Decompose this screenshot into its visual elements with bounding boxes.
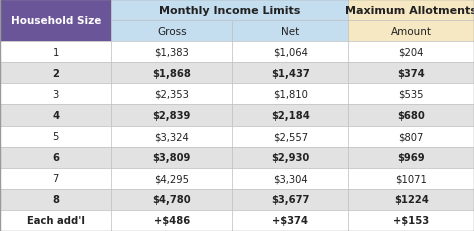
Bar: [111, 105, 232, 126]
Bar: [232, 105, 348, 126]
Text: 5: 5: [53, 131, 59, 141]
Text: $3,677: $3,677: [271, 195, 310, 204]
Text: $2,930: $2,930: [271, 152, 310, 162]
Text: $374: $374: [397, 69, 425, 79]
Text: $1,868: $1,868: [152, 69, 191, 79]
Bar: [348, 63, 474, 84]
Text: $4,780: $4,780: [153, 195, 191, 204]
Bar: [111, 21, 232, 42]
Bar: [232, 189, 348, 210]
Text: Household Size: Household Size: [10, 16, 101, 26]
Bar: [348, 84, 474, 105]
Text: $535: $535: [399, 90, 424, 100]
Bar: [232, 84, 348, 105]
Text: $969: $969: [397, 152, 425, 162]
Bar: [0, 168, 111, 189]
Text: $1,383: $1,383: [155, 48, 189, 58]
Bar: [111, 63, 232, 84]
Bar: [0, 189, 111, 210]
Text: Gross: Gross: [157, 27, 187, 36]
Text: $3,324: $3,324: [155, 131, 189, 141]
Text: 8: 8: [52, 195, 59, 204]
Text: $204: $204: [399, 48, 424, 58]
Text: $2,557: $2,557: [273, 131, 308, 141]
Text: $1,810: $1,810: [273, 90, 308, 100]
Text: $3,304: $3,304: [273, 173, 308, 183]
Text: 2: 2: [52, 69, 59, 79]
Text: 1: 1: [53, 48, 59, 58]
Bar: [348, 147, 474, 168]
Bar: [111, 84, 232, 105]
Bar: [0, 42, 111, 63]
Text: Maximum Allotments: Maximum Allotments: [345, 6, 474, 15]
Bar: [348, 210, 474, 231]
Text: Net: Net: [281, 27, 300, 36]
Text: Monthly Income Limits: Monthly Income Limits: [159, 6, 301, 15]
Bar: [348, 168, 474, 189]
Text: $2,353: $2,353: [155, 90, 189, 100]
Bar: [111, 42, 232, 63]
Bar: [348, 0, 474, 21]
Text: 7: 7: [53, 173, 59, 183]
Text: $1,437: $1,437: [271, 69, 310, 79]
Bar: [0, 84, 111, 105]
Text: $680: $680: [397, 110, 425, 121]
Bar: [111, 0, 348, 21]
Text: $4,295: $4,295: [155, 173, 189, 183]
Bar: [0, 126, 111, 147]
Bar: [232, 42, 348, 63]
Bar: [111, 147, 232, 168]
Bar: [348, 126, 474, 147]
Bar: [111, 168, 232, 189]
Bar: [111, 210, 232, 231]
Text: $1071: $1071: [395, 173, 427, 183]
Bar: [232, 21, 348, 42]
Text: +$374: +$374: [273, 216, 308, 225]
Text: Each add'l: Each add'l: [27, 216, 85, 225]
Bar: [0, 105, 111, 126]
Bar: [232, 126, 348, 147]
Text: $3,809: $3,809: [153, 152, 191, 162]
Text: $1,064: $1,064: [273, 48, 308, 58]
Bar: [348, 21, 474, 42]
Bar: [0, 147, 111, 168]
Text: $2,184: $2,184: [271, 110, 310, 121]
Text: 4: 4: [52, 110, 59, 121]
Bar: [232, 147, 348, 168]
Bar: [0, 210, 111, 231]
Text: +$486: +$486: [154, 216, 190, 225]
Bar: [232, 168, 348, 189]
Bar: [232, 63, 348, 84]
Text: 3: 3: [53, 90, 59, 100]
Bar: [348, 189, 474, 210]
Text: 6: 6: [52, 152, 59, 162]
Text: +$153: +$153: [393, 216, 429, 225]
Bar: [348, 42, 474, 63]
Text: $1224: $1224: [394, 195, 428, 204]
Bar: [232, 210, 348, 231]
Text: $2,839: $2,839: [153, 110, 191, 121]
Text: $807: $807: [399, 131, 424, 141]
Bar: [111, 126, 232, 147]
Text: Amount: Amount: [391, 27, 432, 36]
Bar: [0, 0, 111, 42]
Bar: [348, 105, 474, 126]
Bar: [0, 63, 111, 84]
Bar: [111, 189, 232, 210]
